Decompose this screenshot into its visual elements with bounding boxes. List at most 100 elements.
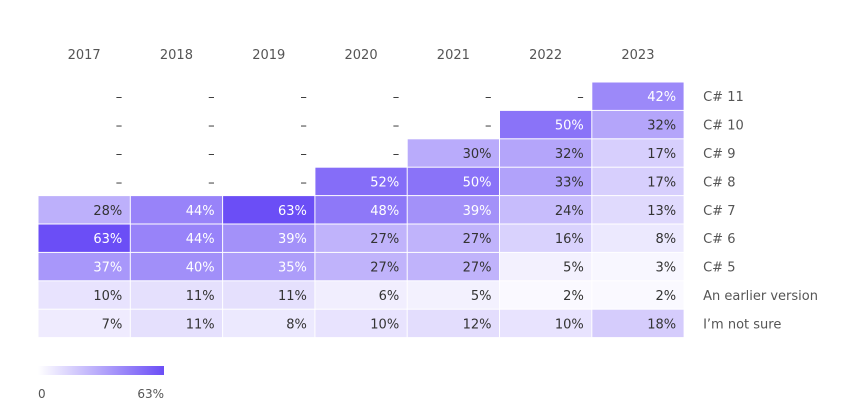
cell-value-label: 44% <box>186 232 215 247</box>
cell-value-label: – <box>485 119 492 134</box>
heatmap-cell <box>315 167 407 196</box>
heatmap-cell <box>130 281 223 309</box>
column-label-2023: 2023 <box>621 48 654 63</box>
legend-min-label: 0 <box>38 387 46 401</box>
cell-value-label: 5% <box>471 289 492 304</box>
cell-value-label: 3% <box>655 261 676 276</box>
heatmap-cell <box>592 252 684 281</box>
heatmap-cell <box>500 252 592 281</box>
column-label-2020: 2020 <box>345 48 378 63</box>
row-label: C# 8 <box>703 175 735 190</box>
cell-value-label: 17% <box>647 147 676 162</box>
cell-value-label: 8% <box>655 232 676 247</box>
heatmap-cell <box>500 167 592 196</box>
cell-value-label: – <box>300 90 307 105</box>
heatmap-cell <box>592 82 684 110</box>
cell-value-label: 7% <box>102 317 123 332</box>
cell-value-label: 18% <box>647 317 676 332</box>
cell-value-label: 39% <box>463 204 492 219</box>
cell-value-label: – <box>116 175 123 190</box>
cell-value-label: 30% <box>463 147 492 162</box>
row-label: I’m not sure <box>703 317 781 332</box>
heatmap-cell <box>38 196 130 224</box>
cell-value-label: – <box>208 119 215 134</box>
heatmap-cell <box>592 139 684 167</box>
row-labels: C# 11 C# 10 C# 9 C# 8 C# 7 C# 6 C# 5 An earlier… <box>703 90 818 332</box>
cell-value-label: 11% <box>186 289 215 304</box>
heatmap-cell <box>315 196 407 224</box>
heatmap-cells: – – – – – – 42% – – – – – 50% 32% – – – – 30% 32% 17% – – – 52% 5… <box>38 82 684 338</box>
cell-value-label: 16% <box>555 232 584 247</box>
cell-value-label: – <box>116 119 123 134</box>
column-label-2017: 2017 <box>68 48 101 63</box>
heatmap-cell <box>407 252 499 281</box>
row-label: C# 5 <box>703 261 735 276</box>
heatmap-cell <box>315 224 407 252</box>
cell-value-label: – <box>208 147 215 162</box>
year-labels: 2017 2018 2019 2020 2021 2022 2023 <box>68 48 655 63</box>
heatmap-cell <box>223 252 315 281</box>
cell-value-label: – <box>393 119 400 134</box>
cell-value-label: – <box>393 147 400 162</box>
cell-value-label: 28% <box>93 204 122 219</box>
cell-value-label: 35% <box>278 261 307 276</box>
heatmap-cell <box>315 252 407 281</box>
cell-value-label: 50% <box>463 175 492 190</box>
row-label: C# 11 <box>703 90 744 105</box>
cell-value-label: 40% <box>186 261 215 276</box>
cell-value-label: 50% <box>555 119 584 134</box>
column-label-2021: 2021 <box>437 48 470 63</box>
cell-value-label: 44% <box>186 204 215 219</box>
row-label: C# 7 <box>703 204 735 219</box>
cell-value-label: 10% <box>555 317 584 332</box>
cell-value-label: 52% <box>370 175 399 190</box>
cell-value-label: – <box>116 90 123 105</box>
heatmap-cell <box>407 224 499 252</box>
cell-value-label: 13% <box>647 204 676 219</box>
cell-value-label: 24% <box>555 204 584 219</box>
cell-value-label: 32% <box>647 119 676 134</box>
cell-value-label: 42% <box>647 90 676 105</box>
cell-value-label: – <box>300 147 307 162</box>
heatmap-cell <box>500 139 592 167</box>
column-label-2022: 2022 <box>529 48 562 63</box>
row-label: C# 10 <box>703 119 744 134</box>
cell-value-label: 33% <box>555 175 584 190</box>
heatmap-cell <box>130 196 223 224</box>
heatmap-cell <box>223 196 315 224</box>
heatmap-cell <box>38 281 130 309</box>
heatmap-cell <box>38 309 130 338</box>
heatmap-cell <box>500 224 592 252</box>
heatmap-cell <box>315 309 407 338</box>
heatmap-cell <box>130 224 223 252</box>
heatmap-cell <box>500 196 592 224</box>
heatmap-cell <box>38 224 130 252</box>
cell-value-label: 2% <box>655 289 676 304</box>
cell-value-label: – <box>577 90 584 105</box>
cell-value-label: – <box>393 90 400 105</box>
cell-value-label: 48% <box>370 204 399 219</box>
cell-value-label: 10% <box>370 317 399 332</box>
heatmap-cell <box>407 139 499 167</box>
heatmap-cell <box>130 309 223 338</box>
heatmap-cell <box>223 281 315 309</box>
legend-gradient-bar <box>38 366 164 375</box>
color-legend: 0 63% <box>38 366 164 401</box>
heatmap-cell <box>223 224 315 252</box>
heatmap-cell <box>500 309 592 338</box>
heatmap-cell <box>500 281 592 309</box>
cell-value-label: 27% <box>370 261 399 276</box>
cell-value-label: 6% <box>379 289 400 304</box>
cell-value-label: – <box>208 175 215 190</box>
heatmap-cell <box>407 196 499 224</box>
cell-value-label: – <box>300 175 307 190</box>
heatmap-cell <box>592 110 684 139</box>
cell-value-label: – <box>300 119 307 134</box>
cell-value-label: – <box>116 147 123 162</box>
cell-value-label: 27% <box>463 261 492 276</box>
heatmap-cell <box>592 196 684 224</box>
cell-value-label: 32% <box>555 147 584 162</box>
heatmap-cell <box>223 309 315 338</box>
heatmap-cell <box>592 281 684 309</box>
